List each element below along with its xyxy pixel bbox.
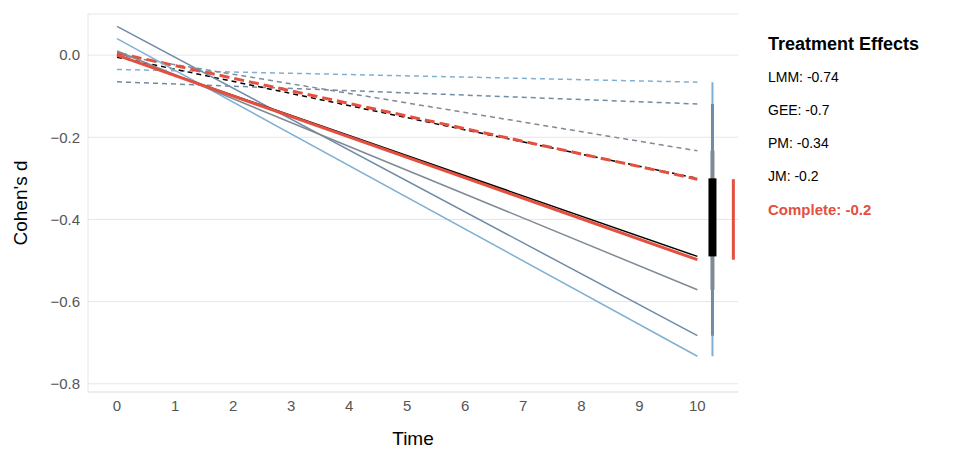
svg-text:−0.4: −0.4 [50,211,80,228]
svg-text:−0.2: −0.2 [50,129,80,146]
html-text:PM: -0.34: PM: -0.34 [768,135,829,151]
svg-text:−0.8: −0.8 [50,375,80,392]
svg-text:2: 2 [229,397,237,414]
svg-text:0.0: 0.0 [59,46,80,63]
html-text:Treatment Effects: Treatment Effects [768,34,920,54]
svg-text:0: 0 [113,397,121,414]
svg-text:4: 4 [345,397,353,414]
svg-text:5: 5 [403,397,411,414]
svg-text:7: 7 [519,397,527,414]
html-text:JM: -0.2: JM: -0.2 [768,168,819,184]
svg-text:9: 9 [635,397,643,414]
svg-text:8: 8 [577,397,585,414]
svg-text:Cohen's d: Cohen's d [10,161,31,246]
html-text:Complete: -0.2: Complete: -0.2 [768,201,872,218]
svg-text:10: 10 [689,397,706,414]
svg-text:Time: Time [392,428,434,449]
svg-text:3: 3 [287,397,295,414]
svg-text:−0.6: −0.6 [50,293,80,310]
svg-text:1: 1 [171,397,179,414]
html-text:LMM: -0.74: LMM: -0.74 [768,69,839,85]
html-text:GEE: -0.7: GEE: -0.7 [768,102,830,118]
svg-text:6: 6 [461,397,469,414]
